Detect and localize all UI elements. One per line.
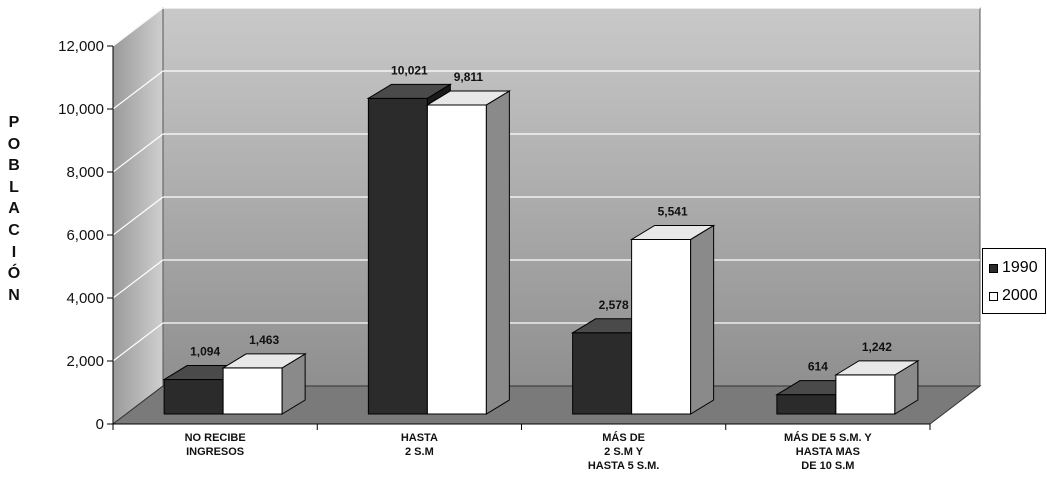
bar-2000-top — [629, 224, 716, 240]
y-tick-label: 12,000 — [58, 38, 104, 55]
gridline-side — [112, 70, 164, 110]
bar-2000-side — [690, 224, 715, 415]
x-tick-label: MÁS DE 5 S.M. Y — [784, 431, 872, 444]
x-tick-label: MÁS DE — [602, 431, 645, 444]
filled-square-icon — [989, 263, 998, 273]
y-axis-title-letter: Ó — [7, 265, 21, 283]
gridline-side — [112, 196, 164, 236]
y-axis-title-letter: P — [8, 114, 20, 131]
bar-2000-top — [834, 360, 920, 376]
x-tick-label: 2 S.M — [405, 446, 434, 458]
y-axis-title-letter: I — [11, 243, 17, 261]
bar-2000-front — [835, 374, 896, 415]
y-tick-label: 6,000 — [66, 227, 104, 244]
gridline-side — [112, 259, 164, 299]
bar-1990-front — [163, 379, 224, 415]
bar-1990-top — [366, 83, 453, 99]
legend: 1990 2000 — [982, 248, 1046, 314]
bar-2000-side — [485, 90, 510, 415]
data-label: 614 — [808, 360, 828, 374]
legend-item-2000: 2000 — [989, 287, 1038, 305]
legend-item-1990: 1990 — [989, 259, 1038, 277]
x-tick-label: NO RECIBE — [185, 432, 246, 444]
legend-label-2000: 2000 — [1002, 287, 1038, 304]
data-label: 1,242 — [862, 340, 892, 354]
gridline-side — [112, 133, 164, 173]
gridline-side — [112, 322, 164, 362]
bar-2000-top — [221, 353, 307, 369]
gridline-side — [112, 7, 164, 47]
labels: NO RECIBE INGRESOS HASTA 2 S.M MÁS DE 2 S.M Y… — [185, 63, 893, 472]
bar-2000-front — [426, 104, 487, 415]
y-axis-title-letter: A — [8, 200, 20, 218]
y-tick-label: 8,000 — [66, 164, 104, 181]
data-label: 2,578 — [599, 298, 629, 312]
bars — [162, 83, 920, 415]
bar-2000-front — [631, 238, 692, 415]
y-tick-label: 4,000 — [66, 290, 104, 307]
data-label: 1,463 — [249, 333, 279, 347]
x-tick-label: HASTA MAS — [796, 446, 860, 458]
bar-1990-front — [367, 97, 428, 415]
data-label: 1,094 — [190, 345, 220, 359]
axes: 0 2,000 4,000 6,000 8,000 10,000 12,000 — [58, 38, 931, 433]
gridlines — [112, 7, 980, 362]
y-axis-title-letter: N — [8, 286, 20, 304]
data-label: 10,021 — [391, 63, 428, 77]
y-tick-label: 0 — [96, 416, 104, 433]
bar-1990-front — [572, 332, 633, 415]
x-tick-label: DE 10 S.M — [801, 460, 854, 472]
y-tick-label: 2,000 — [66, 353, 104, 370]
y-axis-title-letter: L — [9, 178, 19, 196]
bar-2000-front — [222, 367, 283, 415]
x-tick-label: INGRESOS — [186, 446, 244, 458]
y-axis-title-letter: C — [8, 221, 20, 239]
y-axis-title-letter: B — [8, 157, 20, 175]
x-tick-label: HASTA 5 S.M. — [588, 460, 660, 472]
x-tick-label: 2 S.M Y — [604, 446, 644, 458]
y-tick-label: 10,000 — [58, 101, 104, 118]
x-tick-label: HASTA — [401, 432, 438, 444]
empty-square-icon — [989, 291, 998, 301]
legend-label-1990: 1990 — [1002, 259, 1038, 276]
bar-1990-front — [776, 394, 837, 415]
bar-2000-top — [425, 90, 512, 106]
data-label: 5,541 — [658, 204, 688, 218]
y-axis-title-letter: O — [7, 135, 21, 153]
data-label: 9,811 — [454, 70, 484, 84]
